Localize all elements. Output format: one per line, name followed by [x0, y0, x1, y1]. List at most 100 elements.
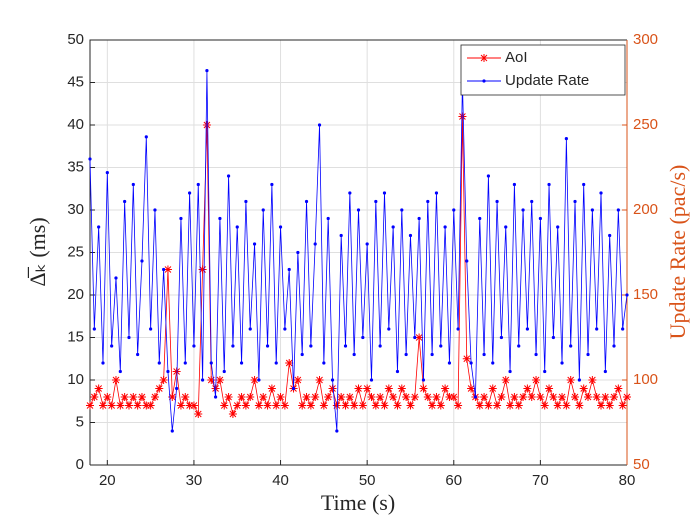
- marker: [469, 361, 473, 365]
- marker: [257, 378, 261, 382]
- y2-tick-label: 50: [633, 456, 650, 473]
- marker: [168, 393, 177, 401]
- marker: [512, 182, 517, 187]
- marker: [605, 401, 614, 410]
- marker: [267, 384, 276, 393]
- marker: [454, 401, 463, 410]
- marker: [465, 259, 469, 263]
- marker: [445, 393, 454, 401]
- marker: [384, 384, 393, 393]
- marker: [207, 376, 216, 384]
- marker: [406, 401, 415, 410]
- marker: [551, 335, 555, 340]
- marker: [183, 361, 187, 365]
- marker: [200, 378, 205, 382]
- marker: [560, 361, 564, 365]
- marker: [573, 199, 577, 204]
- marker: [198, 265, 207, 274]
- marker: [209, 361, 213, 365]
- marker: [608, 233, 612, 238]
- marker: [213, 395, 218, 399]
- marker: [389, 393, 398, 401]
- marker: [97, 225, 101, 229]
- legend-label: AoI: [505, 49, 528, 66]
- marker: [538, 216, 542, 221]
- marker: [123, 199, 127, 204]
- marker: [543, 369, 547, 374]
- marker: [274, 361, 278, 365]
- marker: [458, 112, 467, 121]
- marker: [597, 401, 606, 410]
- marker: [484, 401, 493, 410]
- marker: [616, 208, 620, 212]
- marker: [482, 352, 486, 357]
- marker: [467, 384, 476, 393]
- marker: [475, 401, 484, 410]
- marker: [523, 384, 532, 393]
- marker: [413, 335, 417, 340]
- marker: [339, 233, 343, 238]
- y-tick-label: 25: [67, 243, 84, 260]
- y2-tick-label: 150: [633, 286, 658, 303]
- marker: [324, 393, 333, 401]
- marker: [443, 225, 447, 229]
- marker: [361, 335, 365, 340]
- y-tick-label: 40: [67, 116, 84, 133]
- marker: [220, 401, 229, 410]
- marker: [579, 384, 588, 393]
- marker: [188, 191, 192, 195]
- marker: [588, 376, 597, 384]
- y2-tick-label: 100: [633, 371, 658, 388]
- marker: [341, 401, 350, 410]
- marker: [172, 367, 181, 376]
- marker: [276, 393, 285, 401]
- marker: [332, 401, 341, 410]
- marker: [530, 199, 534, 204]
- marker: [525, 327, 529, 331]
- marker: [584, 393, 593, 401]
- y-tick-label: 20: [67, 286, 84, 303]
- marker: [625, 293, 629, 297]
- marker: [462, 354, 471, 363]
- marker: [127, 335, 131, 340]
- marker: [367, 393, 376, 401]
- marker: [228, 410, 237, 418]
- marker: [610, 393, 619, 401]
- marker: [283, 327, 287, 331]
- marker: [408, 233, 413, 238]
- y2-axis-label: Update Rate (pac/s): [665, 165, 690, 340]
- marker: [569, 344, 573, 348]
- marker: [337, 393, 346, 401]
- marker: [103, 393, 112, 401]
- marker: [488, 384, 497, 393]
- marker: [592, 393, 601, 401]
- marker: [291, 386, 296, 391]
- marker: [118, 369, 122, 374]
- marker: [482, 79, 486, 83]
- marker: [246, 393, 255, 401]
- marker: [348, 191, 352, 195]
- marker: [157, 361, 161, 365]
- marker: [105, 171, 109, 175]
- y2-tick-label: 200: [633, 201, 658, 218]
- marker: [562, 401, 571, 410]
- marker: [328, 384, 337, 393]
- marker: [486, 174, 491, 178]
- marker: [110, 344, 114, 348]
- marker: [116, 401, 125, 410]
- marker: [434, 191, 439, 195]
- marker: [402, 393, 411, 401]
- y-axis-label: Δ̅ₖ (ms): [25, 217, 50, 286]
- marker: [345, 393, 354, 401]
- marker: [304, 199, 309, 204]
- marker: [428, 401, 437, 410]
- x-tick-label: 30: [186, 472, 203, 489]
- marker: [506, 401, 515, 410]
- marker: [545, 384, 554, 393]
- marker: [150, 393, 159, 401]
- marker: [410, 393, 419, 401]
- marker: [376, 393, 385, 401]
- marker: [170, 429, 174, 433]
- marker: [517, 344, 521, 348]
- marker: [263, 401, 272, 410]
